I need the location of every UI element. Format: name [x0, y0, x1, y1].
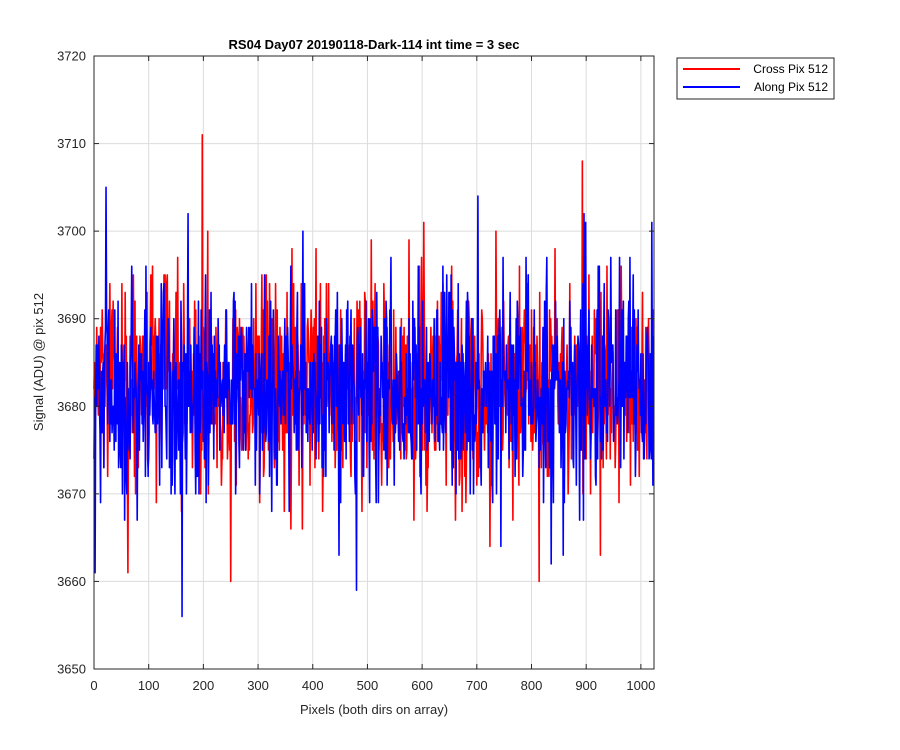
series-layer [93, 134, 655, 618]
x-tick-label: 100 [138, 678, 160, 693]
legend-box [676, 57, 835, 100]
x-tick-label: 800 [521, 678, 543, 693]
x-tick-label: 500 [357, 678, 379, 693]
x-tick-label: 700 [466, 678, 488, 693]
y-tick-label: 3680 [57, 399, 86, 414]
x-tick-label: 0 [90, 678, 97, 693]
plot-frame [93, 55, 655, 670]
y-tick-label: 3720 [57, 49, 86, 64]
legend-label-along: Along Pix 512 [754, 80, 828, 94]
y-tick-label: 3700 [57, 224, 86, 239]
x-tick-label: 200 [193, 678, 215, 693]
legend-label-cross: Cross Pix 512 [753, 62, 828, 76]
x-tick-label: 1000 [626, 678, 655, 693]
y-tick-label: 3690 [57, 311, 86, 326]
legend: Cross Pix 512 Along Pix 512 [676, 57, 835, 100]
y-tick-label: 3660 [57, 574, 86, 589]
series-line-along-pix [93, 186, 655, 618]
chart-title: RS04 Day07 20190118-Dark-114 int time = … [229, 37, 520, 52]
x-tick-label: 900 [575, 678, 597, 693]
tick-layer: 0 100 200 300 400 500 600 700 800 900 1000 3650 3660… [57, 49, 655, 694]
x-tick-label: 300 [247, 678, 269, 693]
x-tick-label: 400 [302, 678, 324, 693]
y-axis-label: Signal (ADU) @ pix 512 [31, 293, 46, 431]
y-tick-label: 3670 [57, 486, 86, 501]
x-axis-label: Pixels (both dirs on array) [300, 702, 448, 717]
y-tick-label: 3710 [57, 136, 86, 151]
x-tick-label: 600 [411, 678, 433, 693]
y-tick-label: 3650 [57, 662, 86, 677]
